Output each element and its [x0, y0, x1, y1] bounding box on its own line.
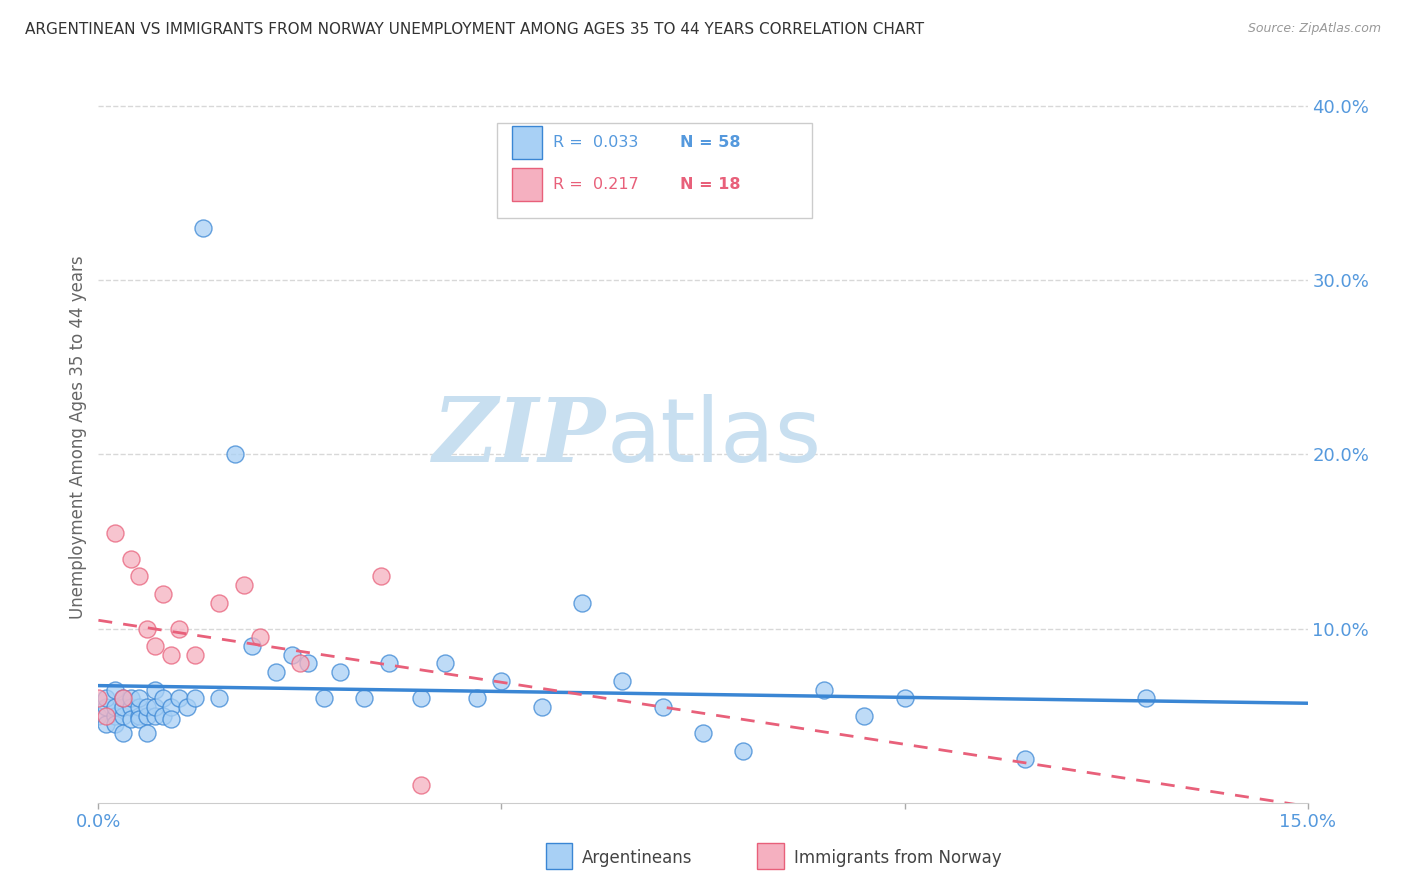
Y-axis label: Unemployment Among Ages 35 to 44 years: Unemployment Among Ages 35 to 44 years	[69, 255, 87, 619]
Point	[208, 595, 231, 609]
Point	[103, 525, 125, 540]
Point	[281, 648, 304, 662]
Text: Argentineans: Argentineans	[582, 848, 693, 867]
Point	[128, 712, 150, 726]
Point	[143, 682, 166, 697]
Point	[152, 708, 174, 723]
Point	[692, 726, 714, 740]
Point	[103, 708, 125, 723]
Text: N = 58: N = 58	[681, 135, 741, 150]
Point	[152, 587, 174, 601]
Point	[103, 717, 125, 731]
Point	[184, 691, 207, 706]
Point	[120, 700, 142, 714]
Point	[96, 708, 118, 723]
FancyBboxPatch shape	[498, 122, 811, 218]
Point	[103, 700, 125, 714]
Point	[120, 552, 142, 566]
Text: R =  0.217: R = 0.217	[553, 177, 638, 192]
Point	[96, 717, 118, 731]
Point	[329, 665, 352, 680]
Point	[128, 700, 150, 714]
Point	[491, 673, 513, 688]
Point	[853, 708, 876, 723]
Point	[176, 700, 198, 714]
Point	[143, 700, 166, 714]
Point	[160, 712, 183, 726]
Point	[135, 700, 157, 714]
Point	[733, 743, 755, 757]
Point	[167, 691, 190, 706]
Point	[409, 778, 432, 792]
Point	[120, 712, 142, 726]
Point	[208, 691, 231, 706]
Point	[96, 691, 118, 706]
Point	[143, 708, 166, 723]
Point	[135, 708, 157, 723]
FancyBboxPatch shape	[512, 168, 543, 201]
Point	[128, 708, 150, 723]
Point	[111, 700, 134, 714]
Point	[249, 631, 271, 645]
Point	[167, 622, 190, 636]
Text: ARGENTINEAN VS IMMIGRANTS FROM NORWAY UNEMPLOYMENT AMONG AGES 35 TO 44 YEARS COR: ARGENTINEAN VS IMMIGRANTS FROM NORWAY UN…	[25, 22, 924, 37]
Point	[160, 648, 183, 662]
Point	[1014, 752, 1036, 766]
Point	[465, 691, 488, 706]
Point	[193, 221, 215, 235]
Text: R =  0.033: R = 0.033	[553, 135, 638, 150]
Text: Source: ZipAtlas.com: Source: ZipAtlas.com	[1247, 22, 1381, 36]
Point	[1135, 691, 1157, 706]
Point	[264, 665, 287, 680]
Point	[651, 700, 673, 714]
FancyBboxPatch shape	[512, 126, 543, 159]
Point	[409, 691, 432, 706]
Point	[612, 673, 634, 688]
Point	[314, 691, 336, 706]
Point	[893, 691, 915, 706]
Point	[377, 657, 399, 671]
Point	[232, 578, 254, 592]
Point	[434, 657, 457, 671]
Point	[370, 569, 392, 583]
Point	[111, 726, 134, 740]
Point	[111, 691, 134, 706]
Point	[240, 639, 263, 653]
Text: atlas: atlas	[606, 393, 821, 481]
FancyBboxPatch shape	[758, 843, 785, 869]
Text: ZIP: ZIP	[433, 394, 606, 480]
Point	[571, 595, 593, 609]
Point	[96, 700, 118, 714]
Point	[111, 708, 134, 723]
Point	[87, 708, 110, 723]
Point	[160, 700, 183, 714]
Point	[103, 682, 125, 697]
Point	[128, 691, 150, 706]
Point	[288, 657, 311, 671]
Text: N = 18: N = 18	[681, 177, 741, 192]
Point	[813, 682, 835, 697]
Point	[224, 448, 246, 462]
FancyBboxPatch shape	[546, 843, 572, 869]
Point	[135, 726, 157, 740]
Text: Immigrants from Norway: Immigrants from Norway	[793, 848, 1001, 867]
Point	[184, 648, 207, 662]
Point	[111, 691, 134, 706]
Point	[128, 569, 150, 583]
Point	[135, 622, 157, 636]
Point	[87, 691, 110, 706]
Point	[152, 691, 174, 706]
Point	[530, 700, 553, 714]
Point	[297, 657, 319, 671]
Point	[143, 639, 166, 653]
Point	[353, 691, 375, 706]
Point	[120, 691, 142, 706]
